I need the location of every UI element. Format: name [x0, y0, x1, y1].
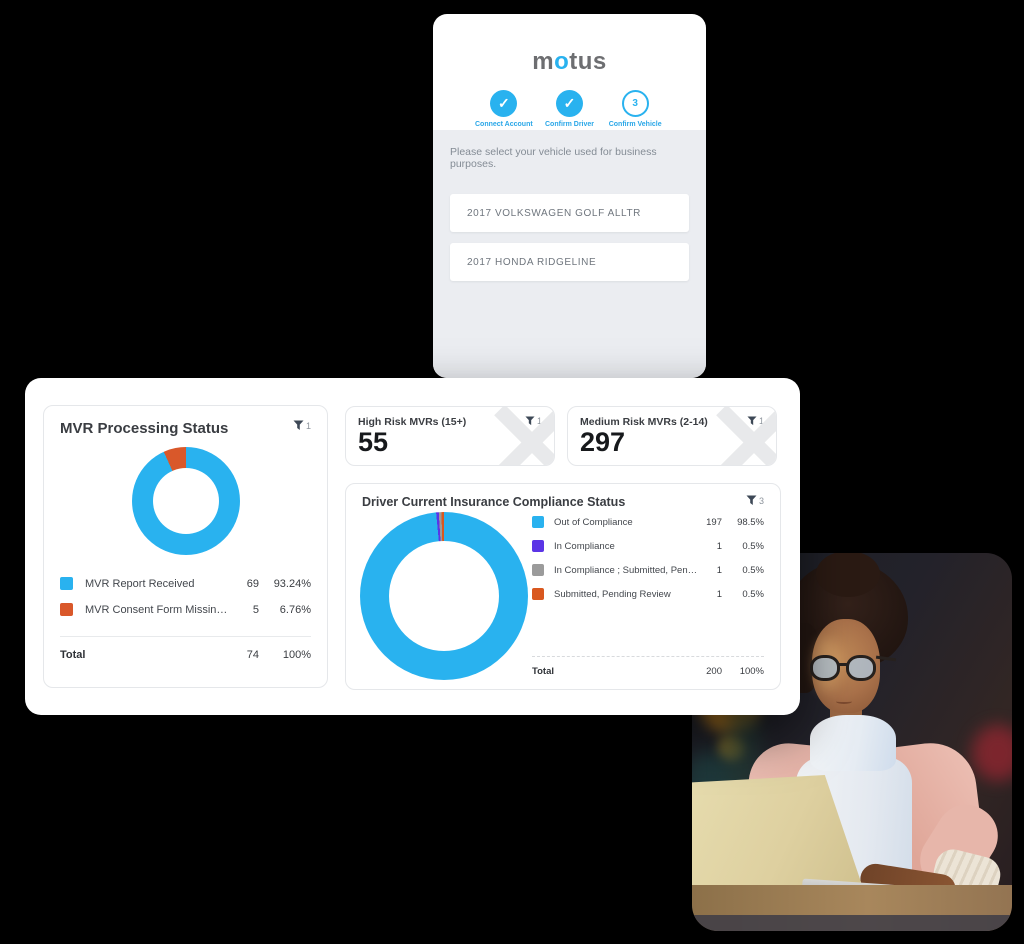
- stat-title: Medium Risk MVRs (2-14): [580, 416, 708, 428]
- legend-label: Out of Compliance: [554, 516, 633, 528]
- divider: [60, 636, 311, 637]
- legend-item: In Compliance 1 0.5%: [532, 540, 764, 552]
- panel-title: Driver Current Insurance Compliance Stat…: [362, 495, 626, 509]
- step-confirm-driver[interactable]: ✓ Confirm Driver: [537, 90, 603, 128]
- step-label: Confirm Vehicle: [608, 121, 662, 128]
- legend-swatch: [532, 540, 544, 552]
- turtleneck-collar: [810, 715, 896, 771]
- legend-swatch: [532, 564, 544, 576]
- step-confirm-vehicle[interactable]: 3 Confirm Vehicle: [602, 90, 668, 128]
- onboarding-stepper: ✓ Connect Account ✓ Confirm Driver 3 Con…: [433, 90, 706, 128]
- check-icon: ✓: [490, 90, 518, 117]
- compliance-total: Total 200 100%: [532, 656, 764, 677]
- vehicle-select-prompt: Please select your vehicle used for busi…: [450, 146, 657, 170]
- logo-m: m: [532, 48, 555, 75]
- legend-label: Submitted, Pending Review: [554, 588, 671, 600]
- total-percent: 100%: [282, 649, 311, 661]
- legend-percent: 0.5%: [742, 540, 764, 552]
- glasses-lens-left: [810, 655, 840, 681]
- total-value: 200: [706, 666, 722, 677]
- legend-percent: 98.5%: [737, 516, 764, 528]
- legend-swatch: [60, 577, 73, 590]
- phone-onboarding-card: motus ✓ Connect Account ✓ Confirm Driver…: [433, 14, 706, 378]
- high-risk-mvrs-card[interactable]: High Risk MVRs (15+) 1 55: [345, 406, 555, 466]
- step-label: Connect Account: [474, 121, 533, 128]
- x-watermark-icon: [494, 407, 554, 465]
- legend-percent: 93.24%: [273, 577, 311, 590]
- funnel-icon: [747, 416, 757, 426]
- legend-label: In Compliance: [554, 540, 615, 552]
- total-row: Total 74 100%: [60, 649, 311, 661]
- check-icon: ✓: [556, 90, 583, 117]
- legend-item: Out of Compliance 197 98.5%: [532, 516, 764, 528]
- desk-shadow: [692, 915, 1012, 931]
- legend-swatch: [532, 588, 544, 600]
- compliance-donut-chart: [360, 512, 528, 680]
- donut-hole: [152, 468, 219, 534]
- total-value: 74: [246, 649, 259, 661]
- legend-label: In Compliance ; Submitted, Pending Revie…: [554, 564, 698, 576]
- stat-title: High Risk MVRs (15+): [358, 416, 467, 428]
- total-label: Total: [60, 649, 86, 661]
- logo-o: o: [554, 48, 570, 75]
- filter-count: 1: [758, 416, 764, 426]
- stat-value: 55: [358, 427, 389, 457]
- x-watermark-icon: [716, 407, 776, 465]
- filter-button[interactable]: 3: [746, 495, 764, 506]
- legend-value: 1: [716, 540, 722, 552]
- funnel-icon: [525, 416, 535, 426]
- legend-item: MVR Report Received 69 93.24%: [60, 577, 311, 590]
- mvr-processing-status-panel: MVR Processing Status 1 MVR Report Recei…: [43, 405, 328, 688]
- glasses-bridge: [838, 663, 848, 666]
- mvr-legend: MVR Report Received 69 93.24% MVR Consen…: [60, 577, 311, 616]
- bokeh-light: [972, 725, 1012, 781]
- divider: [532, 656, 764, 657]
- legend-label: MVR Consent Form Missing, Driver A...: [85, 603, 233, 616]
- glasses-lens-right: [846, 655, 876, 681]
- compliance-legend: Out of Compliance 197 98.5% In Complianc…: [532, 516, 764, 600]
- panel-title: MVR Processing Status: [60, 420, 229, 437]
- hair-bun: [816, 553, 880, 597]
- vehicle-option-honda[interactable]: 2017 HONDA RIDGELINE: [450, 243, 689, 281]
- vehicle-select-section: Please select your vehicle used for busi…: [433, 130, 706, 378]
- legend-percent: 0.5%: [742, 588, 764, 600]
- donut-hole: [389, 541, 499, 651]
- step-label: Confirm Driver: [545, 121, 595, 128]
- legend-value: 1: [716, 588, 722, 600]
- step-number: 3: [621, 90, 649, 117]
- filter-button[interactable]: 1: [525, 416, 542, 426]
- legend-percent: 6.76%: [279, 603, 311, 616]
- legend-swatch: [532, 516, 544, 528]
- funnel-icon: [293, 420, 304, 430]
- filter-button[interactable]: 1: [747, 416, 764, 426]
- legend-value: 1: [716, 564, 722, 576]
- legend-percent: 0.5%: [742, 564, 764, 576]
- analytics-dashboard: MVR Processing Status 1 MVR Report Recei…: [25, 378, 800, 715]
- medium-risk-mvrs-card[interactable]: Medium Risk MVRs (2-14) 1 297: [567, 406, 777, 466]
- stat-value: 297: [580, 427, 626, 457]
- legend-value: 5: [252, 603, 259, 616]
- motus-logo: motus: [433, 48, 706, 76]
- legend-item: In Compliance ; Submitted, Pending Revie…: [532, 564, 764, 576]
- filter-button[interactable]: 1: [293, 420, 311, 431]
- legend-swatch: [60, 603, 73, 616]
- filter-count: 1: [305, 420, 311, 431]
- legend-value: 197: [706, 516, 722, 528]
- vehicle-option-volkswagen[interactable]: 2017 VOLKSWAGEN GOLF ALLTR: [450, 194, 689, 232]
- funnel-icon: [746, 495, 757, 505]
- total-label: Total: [532, 666, 554, 677]
- legend-item: Submitted, Pending Review 1 0.5%: [532, 588, 764, 600]
- filter-count: 3: [758, 495, 764, 506]
- insurance-compliance-panel: Driver Current Insurance Compliance Stat…: [345, 483, 781, 690]
- legend-item: MVR Consent Form Missing, Driver A... 5 …: [60, 603, 311, 616]
- mvr-donut-chart: [131, 447, 240, 555]
- filter-count: 1: [536, 416, 542, 426]
- total-row: Total 200 100%: [532, 666, 764, 677]
- mouth: [836, 699, 852, 704]
- step-connect-account[interactable]: ✓ Connect Account: [471, 90, 537, 128]
- legend-value: 69: [246, 577, 259, 590]
- total-percent: 100%: [739, 666, 764, 677]
- logo-tus: tus: [569, 48, 607, 75]
- legend-label: MVR Report Received: [85, 577, 195, 590]
